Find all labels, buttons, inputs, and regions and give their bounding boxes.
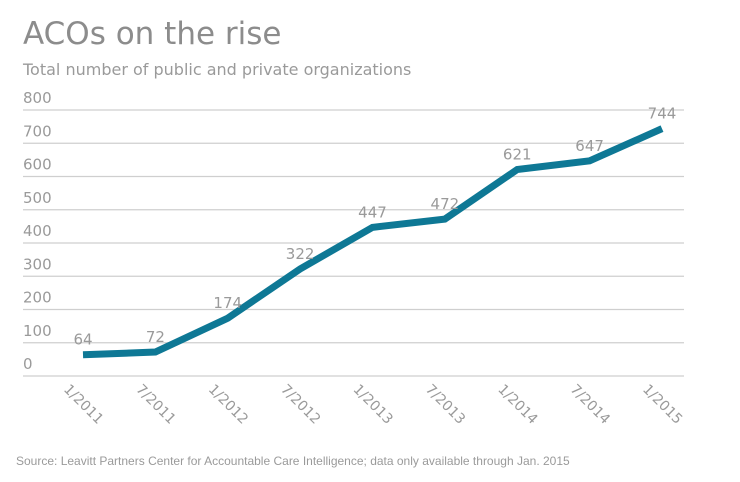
- x-tick-label: 1/2011: [60, 382, 106, 428]
- y-tick-label: 200: [23, 289, 52, 307]
- data-label: 447: [358, 203, 387, 221]
- x-tick-label: 1/2014: [494, 382, 540, 428]
- x-tick-label: 1/2013: [350, 382, 396, 428]
- data-label: 744: [648, 105, 677, 123]
- source-note: Source: Leavitt Partners Center for Acco…: [16, 454, 570, 468]
- x-tick-label: 1/2012: [205, 382, 251, 428]
- y-tick-label: 100: [23, 322, 52, 340]
- y-tick-label: 700: [23, 122, 52, 140]
- y-tick-label: 0: [23, 355, 33, 373]
- data-label: 647: [575, 137, 604, 155]
- data-label: 322: [286, 245, 315, 263]
- chart-title: ACOs on the rise: [23, 16, 282, 52]
- y-tick-label: 400: [23, 222, 52, 240]
- x-tick-label: 7/2012: [277, 382, 323, 428]
- data-label: 472: [431, 195, 460, 213]
- data-label: 64: [73, 331, 92, 349]
- x-tick-label: 7/2013: [422, 382, 468, 428]
- y-tick-label: 300: [23, 255, 52, 273]
- series-line: [82, 125, 664, 359]
- y-tick-label: 600: [23, 156, 52, 174]
- series-acos: [82, 125, 664, 359]
- x-tick-label: 7/2014: [567, 382, 613, 428]
- chart-subtitle: Total number of public and private organ…: [23, 60, 412, 79]
- data-label: 174: [213, 294, 242, 312]
- y-tick-label: 800: [23, 89, 52, 107]
- gridlines: [23, 109, 684, 377]
- data-labels: 64 72 174 322 447 472 621 647 744: [73, 105, 676, 349]
- y-tick-label: 500: [23, 189, 52, 207]
- x-tick-label: 7/2011: [133, 382, 179, 428]
- y-axis-ticks: 0 100 200 300 400 500 600 700 800: [23, 89, 52, 373]
- x-axis-ticks: 1/2011 7/2011 1/2012 7/2012 1/2013 7/2013 1/20…: [60, 382, 685, 428]
- x-tick-label: 1/2015: [639, 382, 685, 428]
- data-label: 72: [146, 328, 165, 346]
- data-label: 621: [503, 146, 532, 164]
